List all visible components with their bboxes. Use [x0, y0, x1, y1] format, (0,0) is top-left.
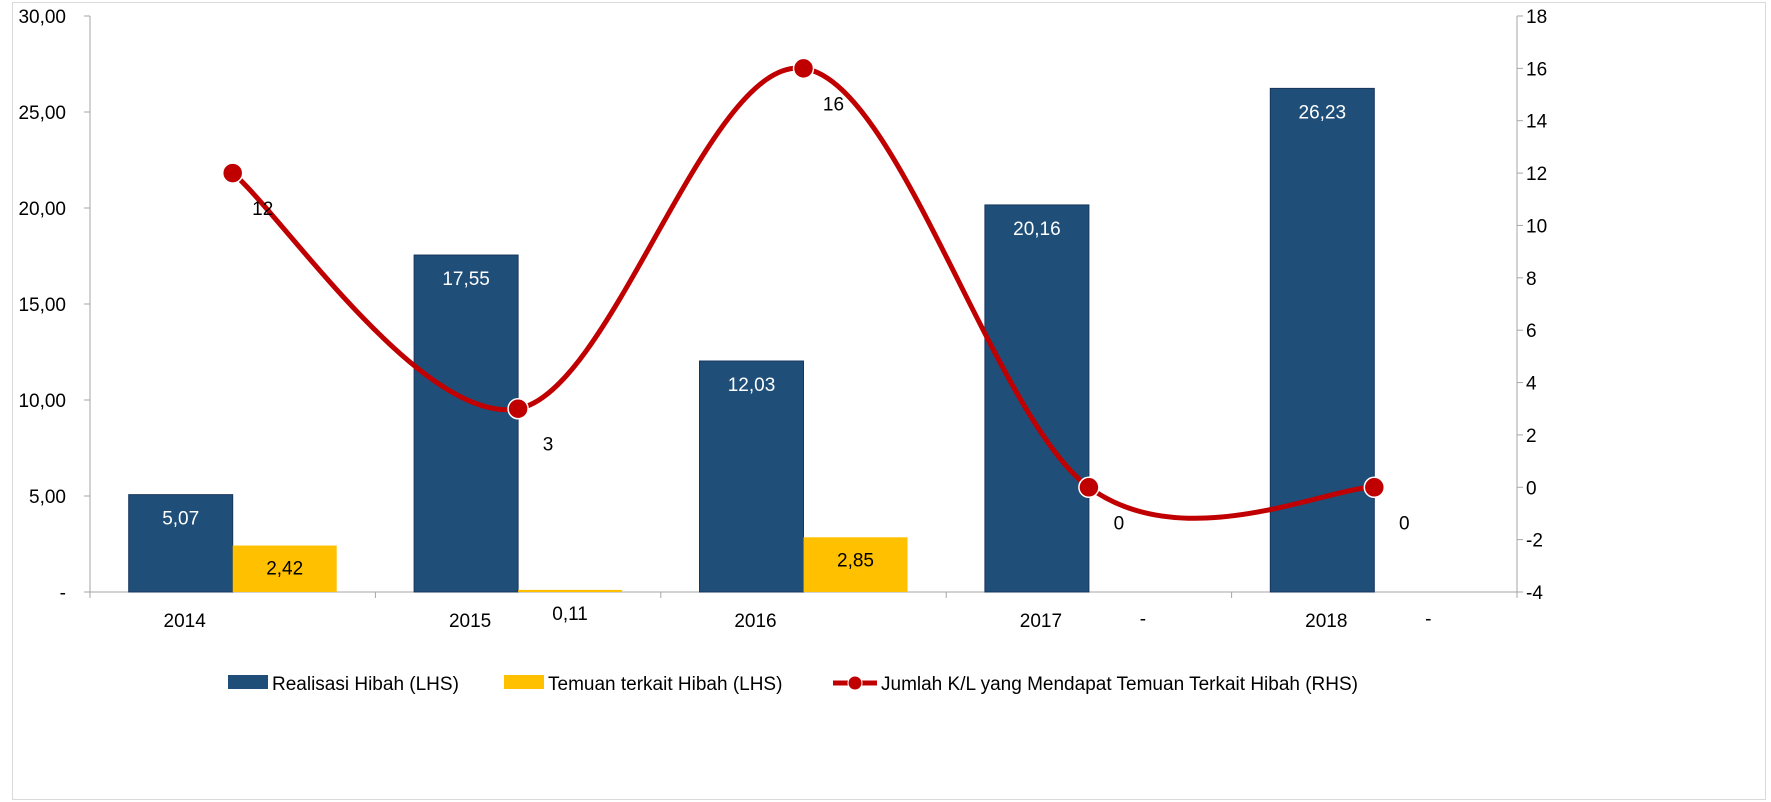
left-axis-tick-label: 25,00	[18, 103, 66, 124]
right-axis-tick-label: 6	[1526, 321, 1537, 342]
temuan-data-label: -	[1140, 609, 1146, 630]
realisasi-data-label: 17,55	[442, 269, 490, 290]
right-axis-tick-label: -2	[1526, 531, 1543, 552]
legend-swatch	[504, 675, 544, 689]
x-axis-tick-label: 2018	[1305, 611, 1347, 632]
realisasi-bar	[413, 254, 519, 593]
right-axis-tick-label: 14	[1526, 112, 1548, 133]
left-axis-tick-label: -	[60, 583, 66, 604]
legend-label: Temuan terkait Hibah (LHS)	[548, 674, 782, 695]
right-axis-tick-label: 10	[1526, 216, 1547, 237]
legend-swatch	[228, 675, 268, 689]
realisasi-bar	[984, 204, 1090, 593]
kl-count-data-label: 0	[1399, 513, 1410, 534]
right-axis-tick-label: 4	[1526, 374, 1537, 395]
temuan-data-label: 2,42	[266, 559, 303, 580]
legend-label: Jumlah K/L yang Mendapat Temuan Terkait …	[881, 674, 1358, 695]
left-axis-tick-label: 20,00	[18, 199, 66, 220]
kl-count-data-label: 16	[823, 94, 844, 115]
right-axis-tick-label: 12	[1526, 164, 1547, 185]
x-axis-tick-label: 2017	[1020, 611, 1062, 632]
x-axis-tick-label: 2014	[164, 611, 207, 632]
kl-count-data-label: 0	[1114, 513, 1125, 534]
right-axis-tick-label: 18	[1526, 7, 1547, 28]
kl-count-marker	[1078, 476, 1100, 499]
left-axis-tick-label: 10,00	[18, 391, 66, 412]
kl-count-marker	[1363, 476, 1386, 499]
right-axis-tick-label: 8	[1526, 269, 1537, 290]
kl-count-marker	[507, 397, 529, 420]
left-axis-tick-label: 5,00	[29, 487, 66, 508]
realisasi-bar	[699, 360, 804, 593]
temuan-data-label: 0,11	[552, 604, 588, 625]
left-axis-tick-label: 15,00	[18, 295, 66, 316]
realisasi-data-label: 20,16	[1013, 219, 1061, 240]
x-axis-tick-label: 2016	[734, 611, 776, 632]
chart-frame	[12, 2, 1766, 800]
temuan-bar	[232, 545, 337, 592]
right-axis-tick-label: 16	[1526, 59, 1547, 80]
kl-count-data-label: 3	[543, 435, 554, 456]
realisasi-data-label: 5,07	[162, 509, 199, 530]
right-axis-tick-label: 2	[1526, 426, 1537, 447]
realisasi-bar	[1269, 87, 1375, 593]
legend-label: Realisasi Hibah (LHS)	[272, 674, 459, 695]
kl-count-marker	[792, 57, 815, 80]
kl-count-data-label: 12	[252, 199, 273, 220]
temuan-bar	[518, 589, 623, 592]
kl-count-marker	[221, 162, 244, 184]
realisasi-data-label: 12,03	[728, 375, 776, 396]
left-axis-tick-label: 30,00	[18, 7, 66, 28]
legend-swatch-marker	[847, 675, 863, 691]
temuan-bar	[803, 537, 908, 592]
right-axis-tick-label: 0	[1526, 478, 1537, 499]
realisasi-bar	[128, 494, 234, 593]
temuan-data-label: 2,85	[837, 550, 874, 571]
realisasi-data-label: 26,23	[1299, 102, 1347, 123]
x-axis-tick-label: 2015	[449, 611, 491, 632]
right-axis-tick-label: -4	[1526, 583, 1543, 604]
temuan-data-label: -	[1425, 609, 1431, 630]
